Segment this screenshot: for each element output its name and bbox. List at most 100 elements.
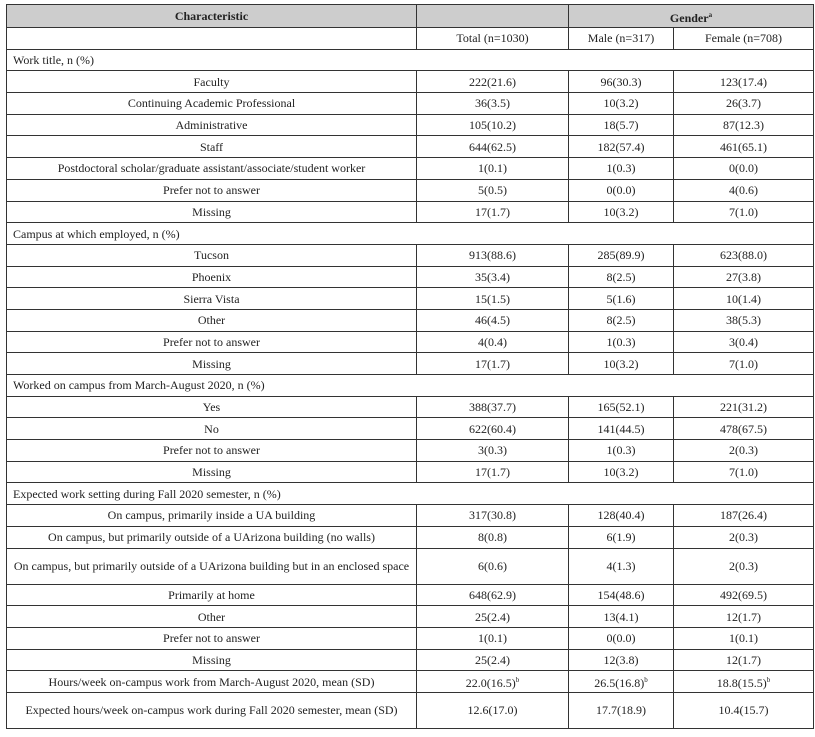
row-label: No <box>6 417 417 441</box>
female-value: 4(0.6) <box>672 178 815 202</box>
female-value: 461(65.1) <box>672 135 815 159</box>
blank-header <box>416 4 569 28</box>
male-value: 12(3.8) <box>568 648 674 672</box>
subheader-row: Total (n=1030) Male (n=317) Female (n=70… <box>6 27 815 50</box>
footnote-marker: b <box>515 676 520 685</box>
total-value: 17(1.7) <box>416 352 569 375</box>
male-value: 1(0.3) <box>568 439 674 462</box>
row-label: Tucson <box>6 243 417 267</box>
row-label: On campus, but primarily outside of a UA… <box>6 525 417 549</box>
section-title: Worked on campus from March-August 2020,… <box>5 374 815 397</box>
section-title: Expected work setting during Fall 2020 s… <box>5 482 815 506</box>
row-label: Missing <box>6 460 417 484</box>
male-value: 154(48.6) <box>568 583 674 607</box>
female-value: 478(67.5) <box>672 417 815 441</box>
female-value: 7(1.0) <box>672 200 815 224</box>
total-value: 222(21.6) <box>416 70 569 94</box>
male-value: 8(2.5) <box>568 265 674 289</box>
row-label: Primarily at home <box>6 583 417 607</box>
total-value: 25(2.4) <box>416 605 569 628</box>
total-value: 913(88.6) <box>416 243 569 267</box>
male-value: 141(44.5) <box>568 417 674 441</box>
row-label: Hours/week on-campus work from March-Aug… <box>6 670 417 693</box>
row-label: Staff <box>6 135 417 159</box>
female-value: 87(12.3) <box>672 113 815 137</box>
row-label: Prefer not to answer <box>6 330 417 354</box>
total-value: 317(30.8) <box>416 504 569 527</box>
total-value: 4(0.4) <box>416 330 569 354</box>
total-value: 1(0.1) <box>416 626 569 650</box>
footnote-marker: b <box>766 676 771 685</box>
male-value: 6(1.9) <box>568 525 674 549</box>
total-value: 6(0.6) <box>416 547 569 585</box>
table-row: Prefer not to answer 1(0.1) 0(0.0) 1(0.1) <box>6 626 815 650</box>
male-value: 8(2.5) <box>568 308 674 332</box>
section-header-row: Worked on campus from March-August 2020,… <box>5 374 815 397</box>
table-row: Staff 644(62.5) 182(57.4) 461(65.1) <box>6 135 815 159</box>
table-row: Other 25(2.4) 13(4.1) 12(1.7) <box>6 605 815 628</box>
female-header: Female (n=708) <box>672 27 815 50</box>
male-value: 0(0.0) <box>568 626 674 650</box>
female-value: 123(17.4) <box>672 70 815 94</box>
section-header-row: Expected work setting during Fall 2020 s… <box>5 482 815 506</box>
male-value: 128(40.4) <box>568 504 674 527</box>
female-value: 187(26.4) <box>672 504 815 527</box>
summary-row: Expected hours/week on-campus work durin… <box>6 691 815 729</box>
section-title: Work title, n (%) <box>5 48 815 72</box>
male-value: 182(57.4) <box>568 135 674 159</box>
male-value: 0(0.0) <box>568 178 674 202</box>
row-label: Faculty <box>6 70 417 94</box>
male-value: 10(3.2) <box>568 352 674 375</box>
value-text: 12.6(17.0) <box>467 703 518 718</box>
male-value: 10(3.2) <box>568 92 674 115</box>
table-row: On campus, but primarily outside of a UA… <box>6 547 815 585</box>
summary-row: Hours/week on-campus work from March-Aug… <box>6 670 815 693</box>
female-value: 38(5.3) <box>672 308 815 332</box>
section-header-row: Work title, n (%) <box>5 48 815 72</box>
male-value: 1(0.3) <box>568 330 674 354</box>
table-row: Sierra Vista 15(1.5) 5(1.6) 10(1.4) <box>6 287 815 310</box>
row-label: Other <box>6 308 417 332</box>
female-value: 3(0.4) <box>672 330 815 354</box>
female-value: 12(1.7) <box>672 648 815 672</box>
table-row: Phoenix 35(3.4) 8(2.5) 27(3.8) <box>6 265 815 289</box>
table-row: Missing 17(1.7) 10(3.2) 7(1.0) <box>6 200 815 224</box>
female-value: 7(1.0) <box>672 352 815 375</box>
table-row: Prefer not to answer 3(0.3) 1(0.3) 2(0.3) <box>6 439 815 462</box>
male-value: 165(52.1) <box>568 395 674 419</box>
row-label: Missing <box>6 200 417 224</box>
total-value: 3(0.3) <box>416 439 569 462</box>
value-text: 17.7(18.9) <box>596 703 646 718</box>
female-value: 2(0.3) <box>672 547 815 585</box>
female-value: 18.8(15.5)b <box>672 670 815 693</box>
section-header-row: Campus at which employed, n (%) <box>5 222 815 245</box>
male-value: 18(5.7) <box>568 113 674 137</box>
total-value: 22.0(16.5)b <box>416 670 569 693</box>
female-value: 2(0.3) <box>672 525 815 549</box>
total-value: 388(37.7) <box>416 395 569 419</box>
row-label: Expected hours/week on-campus work durin… <box>6 691 417 729</box>
male-header: Male (n=317) <box>568 27 674 50</box>
table-row: Prefer not to answer 5(0.5) 0(0.0) 4(0.6) <box>6 178 815 202</box>
total-value: 648(62.9) <box>416 583 569 607</box>
total-value: 105(10.2) <box>416 113 569 137</box>
total-value: 622(60.4) <box>416 417 569 441</box>
row-label: Postdoctoral scholar/graduate assistant/… <box>6 157 417 180</box>
female-value: 10.4(15.7) <box>672 691 815 729</box>
row-label: Other <box>6 605 417 628</box>
row-label: Prefer not to answer <box>6 626 417 650</box>
gender-label: Gender <box>669 10 709 25</box>
total-value: 8(0.8) <box>416 525 569 549</box>
footnote-marker: b <box>644 676 648 685</box>
value-text: 18.8(15.5) <box>716 676 767 691</box>
female-value: 2(0.3) <box>672 439 815 462</box>
row-label: Continuing Academic Professional <box>6 92 417 115</box>
row-label: Prefer not to answer <box>6 178 417 202</box>
female-value: 623(88.0) <box>672 243 815 267</box>
table-row: Tucson 913(88.6) 285(89.9) 623(88.0) <box>6 243 815 267</box>
female-value: 1(0.1) <box>672 626 815 650</box>
total-value: 12.6(17.0) <box>416 691 569 729</box>
row-label: Sierra Vista <box>6 287 417 310</box>
row-label: Phoenix <box>6 265 417 289</box>
table-row: Missing 25(2.4) 12(3.8) 12(1.7) <box>6 648 815 672</box>
